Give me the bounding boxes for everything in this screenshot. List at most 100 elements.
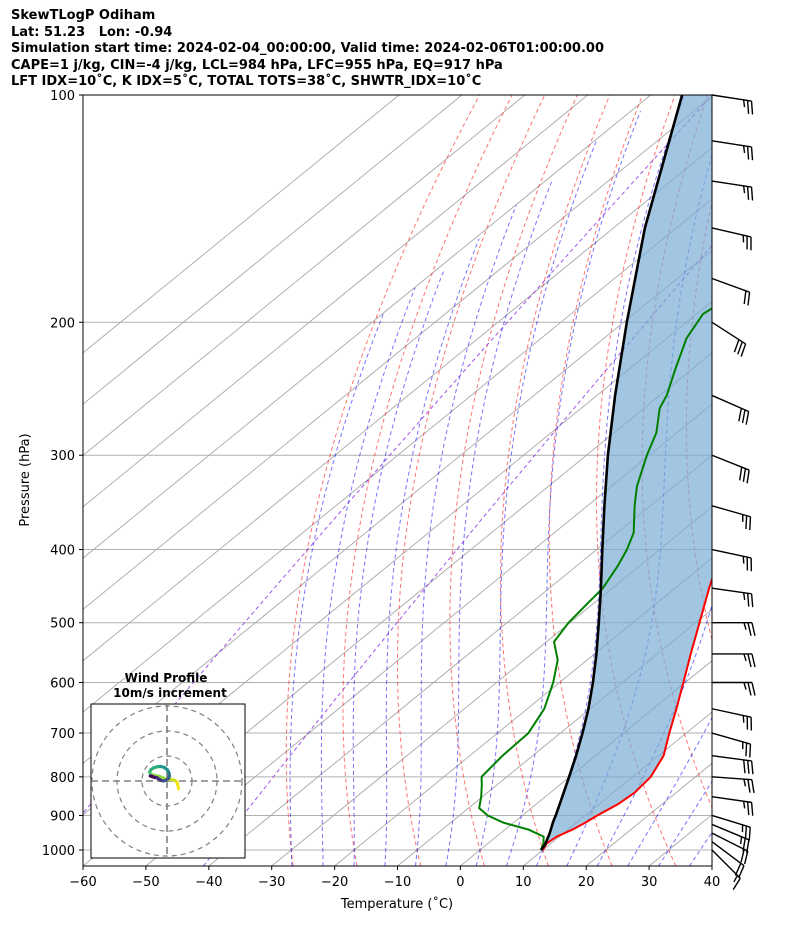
y-tick-label: 1000 <box>42 844 75 859</box>
x-tick-label: −40 <box>195 875 222 890</box>
wind-barb-staff <box>711 321 747 345</box>
wind-barb-flag <box>746 593 750 607</box>
wind-barb-staff <box>711 754 752 762</box>
wind-barb <box>712 653 756 668</box>
hodograph-title: Wind Profile <box>125 671 208 685</box>
wind-barb-flag <box>750 146 754 161</box>
wind-barb-half <box>742 592 746 601</box>
wind-barb-staff <box>711 814 751 828</box>
wind-barb-flag <box>747 779 751 793</box>
wind-barb-half <box>733 875 739 883</box>
moist-adiabat <box>720 95 794 866</box>
isotherm-10 <box>523 711 712 866</box>
chart-title-block: SkewTLogP Odiham Lat: 51.23 Lon: -0.94 Sim… <box>11 8 604 91</box>
wind-barb-flag <box>746 801 750 816</box>
wind-barb-half <box>743 622 747 630</box>
wind-barb-flag <box>751 622 756 636</box>
x-tick-label: −60 <box>69 875 96 890</box>
wind-barb-staff <box>711 277 750 293</box>
wind-barb-staff <box>711 708 752 718</box>
wind-barb-staff <box>711 505 751 518</box>
wind-barb <box>711 754 754 775</box>
wind-barb-flag <box>750 760 754 775</box>
y-tick-label: 400 <box>50 544 75 559</box>
isotherm--130 <box>83 95 589 508</box>
wind-barb-staff <box>711 94 752 102</box>
wind-barb-staff <box>711 180 752 188</box>
isotherm--100 <box>83 147 712 662</box>
index-line: LFT IDX=10˚C, K IDX=5˚C, TOTAL TOTS=38˚C… <box>11 74 482 90</box>
wind-barb-flag <box>747 622 752 636</box>
wind-barb <box>711 227 752 251</box>
y-tick-label: 100 <box>50 89 75 104</box>
wind-barb-flag <box>734 863 742 876</box>
dry-adiabat <box>397 95 546 866</box>
hodograph-plot <box>91 704 245 858</box>
wind-barb <box>712 622 756 636</box>
wind-barb <box>711 180 754 201</box>
wind-barb-flag <box>742 838 746 852</box>
location-line: Lat: 51.23 Lon: -0.94 <box>11 24 173 40</box>
moist-adiabat <box>596 603 712 866</box>
dry-adiabat <box>729 95 794 866</box>
x-tick-label: 0 <box>456 875 464 890</box>
profile-lines <box>478 95 712 851</box>
cape-area <box>541 95 712 850</box>
wind-barb-flag <box>747 682 752 696</box>
wind-barb-staff <box>711 454 750 471</box>
isotherm--30 <box>271 506 712 866</box>
wind-barb <box>711 277 751 306</box>
wind-barb-flag <box>751 779 755 793</box>
chart-title: SkewTLogP Odiham <box>11 8 156 23</box>
hodograph-segment <box>148 774 154 779</box>
wind-barb-flag <box>749 516 752 531</box>
wind-barb-flag <box>746 760 750 774</box>
x-tick-label: −20 <box>321 875 348 890</box>
wind-barb <box>711 394 750 425</box>
dry-adiabat <box>342 95 513 866</box>
moist-adiabat <box>384 238 480 866</box>
wind-barb-flag <box>743 290 747 305</box>
isotherm--10 <box>397 608 712 866</box>
wind-barb-flag <box>747 653 752 668</box>
x-tick-label: 40 <box>704 875 721 890</box>
wind-barb-flag <box>737 865 745 879</box>
mixing-ratio-line <box>83 95 712 815</box>
wind-barb-flag <box>748 827 751 841</box>
x-tick-label: 30 <box>641 875 658 890</box>
wind-barb <box>711 823 750 854</box>
wind-barb <box>711 796 754 816</box>
wind-barb-flag <box>751 653 756 668</box>
wind-barb-flag <box>744 825 748 840</box>
y-tick-label: 300 <box>50 449 75 464</box>
y-tick-label: 500 <box>50 617 75 632</box>
isotherm--20 <box>334 557 712 866</box>
wind-barb-flag <box>745 742 748 757</box>
wind-barb-flag <box>737 341 743 355</box>
isotherm-40 <box>711 865 712 866</box>
dewpoint-profile-line <box>478 307 712 851</box>
wind-barb-flag <box>747 292 751 306</box>
wind-barb-staff <box>711 548 752 559</box>
isotherm--140 <box>83 95 526 457</box>
wind-barb-half <box>742 99 746 108</box>
wind-barb-staff <box>711 776 752 781</box>
temperature-profile-line <box>542 576 712 851</box>
hodograph-subtitle: 10m/s increment <box>113 686 227 700</box>
isotherm--110 <box>83 95 712 611</box>
wind-barb-flag <box>733 339 740 353</box>
wind-barb-flag <box>746 469 750 484</box>
wind-barb <box>712 681 756 696</box>
wind-barb-flag <box>745 515 748 530</box>
wind-barb-flag <box>741 409 746 424</box>
wind-barb-flag <box>746 146 750 160</box>
wind-barb-flag <box>746 100 750 114</box>
wind-barb-flag <box>738 467 743 481</box>
moist-adiabat <box>352 268 445 866</box>
wind-barb <box>711 454 750 484</box>
wind-barb <box>711 94 754 115</box>
isotherm--120 <box>83 95 651 559</box>
wind-barb-staff <box>711 227 752 238</box>
wind-barb-staff <box>711 140 752 148</box>
